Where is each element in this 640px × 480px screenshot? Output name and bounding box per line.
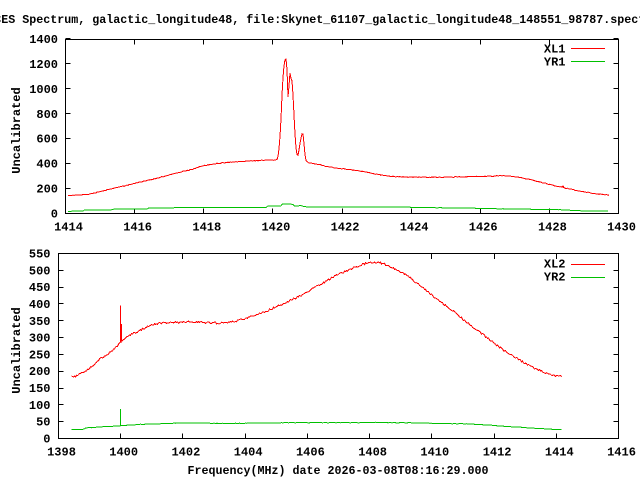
svg-text:1398: 1398 <box>47 446 76 460</box>
svg-text:50: 50 <box>36 416 50 430</box>
svg-text:1416: 1416 <box>123 221 152 235</box>
svg-text:1428: 1428 <box>538 221 567 235</box>
svg-text:Uncalibrated: Uncalibrated <box>10 87 24 173</box>
svg-text:1424: 1424 <box>400 221 429 235</box>
svg-text:0: 0 <box>43 433 50 447</box>
svg-text:250: 250 <box>29 348 51 362</box>
svg-text:1422: 1422 <box>331 221 360 235</box>
svg-text:XL1: XL1 <box>544 43 566 57</box>
svg-text:400: 400 <box>29 298 51 312</box>
svg-text:0: 0 <box>51 208 58 222</box>
svg-text:1418: 1418 <box>192 221 221 235</box>
svg-text:1400: 1400 <box>29 33 58 47</box>
svg-text:1200: 1200 <box>29 58 58 72</box>
svg-text:YR2: YR2 <box>544 271 566 285</box>
svg-text:1430: 1430 <box>607 221 636 235</box>
svg-text:100: 100 <box>29 399 51 413</box>
svg-text:1410: 1410 <box>420 446 449 460</box>
svg-text:150: 150 <box>29 382 51 396</box>
svg-text:1402: 1402 <box>171 446 200 460</box>
svg-text:800: 800 <box>36 108 58 122</box>
svg-text:CES Spectrum, galactic_longitu: CES Spectrum, galactic_longitude48, file… <box>0 13 640 27</box>
svg-text:1406: 1406 <box>296 446 325 460</box>
svg-text:550: 550 <box>29 248 51 262</box>
svg-text:1414: 1414 <box>54 221 83 235</box>
svg-text:1412: 1412 <box>483 446 512 460</box>
svg-text:200: 200 <box>36 183 58 197</box>
svg-text:350: 350 <box>29 315 51 329</box>
svg-text:450: 450 <box>29 281 51 295</box>
svg-text:1400: 1400 <box>109 446 138 460</box>
svg-text:Frequency(MHz) date 2026-03-08: Frequency(MHz) date 2026-03-08T08:16:29.… <box>188 464 489 478</box>
svg-text:300: 300 <box>29 332 51 346</box>
svg-text:400: 400 <box>36 158 58 172</box>
svg-text:XL2: XL2 <box>544 258 566 272</box>
svg-text:1000: 1000 <box>29 83 58 97</box>
svg-text:Uncalibrated: Uncalibrated <box>10 307 24 393</box>
svg-text:600: 600 <box>36 133 58 147</box>
svg-text:1420: 1420 <box>261 221 290 235</box>
svg-text:200: 200 <box>29 365 51 379</box>
svg-text:YR1: YR1 <box>544 56 566 70</box>
svg-text:1404: 1404 <box>234 446 263 460</box>
svg-text:500: 500 <box>29 264 51 278</box>
svg-text:1414: 1414 <box>545 446 574 460</box>
svg-text:1426: 1426 <box>469 221 498 235</box>
svg-text:1408: 1408 <box>358 446 387 460</box>
svg-text:1416: 1416 <box>607 446 636 460</box>
